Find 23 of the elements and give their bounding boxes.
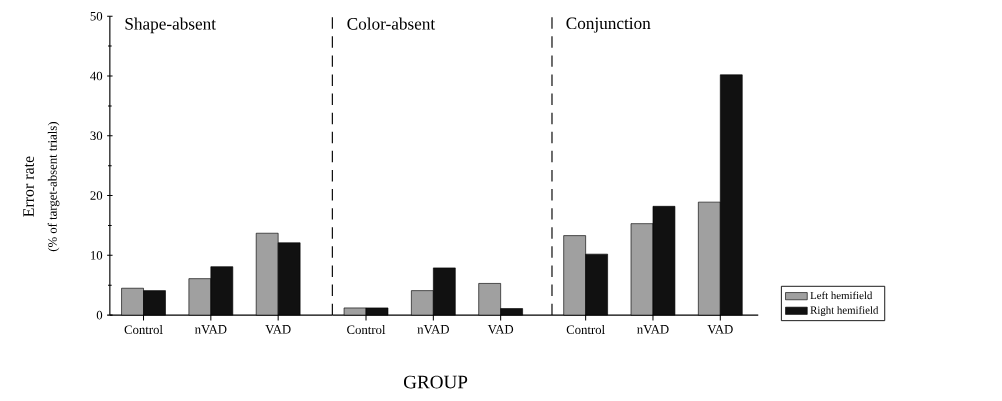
x-tick-label: VAD	[487, 325, 514, 334]
y-axis-title: Error rate	[23, 156, 34, 217]
y-tick-label: 40	[90, 71, 103, 81]
x-tick-label: nVAD	[637, 325, 669, 334]
x-tick-label: Control	[347, 325, 386, 334]
text: (% of target-absent trials)	[47, 122, 60, 252]
y-tick-label: 10	[91, 251, 103, 260]
x-tick-label: VAD	[265, 325, 291, 334]
y-tick-label: 0	[96, 310, 103, 320]
chart-title: Color-absent	[347, 17, 436, 30]
x-tick-label: Control	[124, 325, 163, 334]
y-tick-label: 50	[90, 11, 103, 21]
chart-title: Shape-absent	[125, 17, 216, 34]
y-tick-label: 20	[90, 191, 103, 200]
legend-label: Right hemifield	[810, 305, 879, 316]
x-tick-label: VAD	[707, 325, 733, 334]
x-tick-label: Control	[566, 325, 605, 334]
x-tick-label: nVAD	[417, 325, 449, 334]
legend-label: Left hemifield	[810, 291, 873, 300]
y-tick-label: 30	[90, 131, 103, 141]
x-axis-title: GROUP	[403, 375, 468, 389]
chart-title: Conjunction	[566, 17, 651, 33]
x-tick-label: nVAD	[194, 325, 227, 334]
